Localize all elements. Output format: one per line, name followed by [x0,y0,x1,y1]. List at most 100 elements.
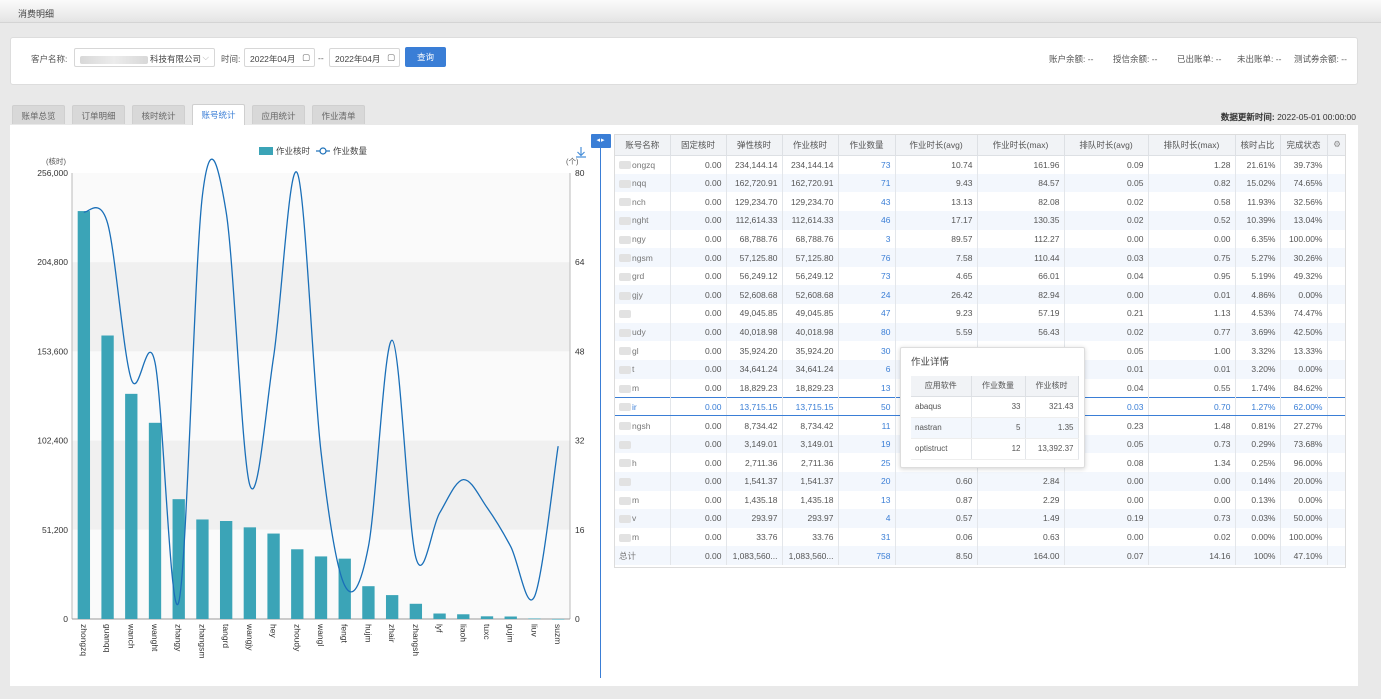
table-cell[interactable]: 43 [838,192,896,211]
table-cell[interactable]: 80 [838,322,896,342]
tooltip-row: nastran 5 1.35 [911,417,1079,439]
tab-job-list[interactable]: 作业清单 [312,105,365,124]
column-header[interactable]: 弹性核时 [726,135,783,156]
table-cell[interactable]: 13 [838,490,896,510]
bar-liuv [528,618,541,620]
column-header[interactable]: 账号名称 [615,135,671,156]
table-cell: 3.32% [1235,341,1281,361]
table-row[interactable]: v 0.00 293.97 293.97 4 0.57 1.49 0.19 0.73 0.03% 5… [615,509,1345,528]
column-header[interactable]: 作业核时 [782,135,839,156]
table-cell: 0.02 [1064,322,1149,342]
table-row[interactable]: 0.00 1,541.37 1,541.37 20 0.60 2.84 0.00 0.00 0.… [615,471,1345,491]
table-row[interactable]: nght 0.00 112,614.33 112,614.33 46 17.17 130.3… [615,210,1345,230]
redacted-text [619,477,631,486]
table-cell: 0.00 [670,378,727,398]
table-row[interactable]: grd 0.00 56,249.12 56,249.12 73 4.65 66.01 0.04… [615,266,1345,286]
column-header[interactable]: 作业数量 [838,135,896,156]
column-header[interactable]: 作业时长(max) [977,135,1065,156]
table-cell: 56.43 [977,322,1065,342]
table-cell: 35,924.20 [782,341,839,361]
column-header[interactable]: 排队时长(max) [1148,135,1236,156]
table-cell [615,304,671,323]
table-cell[interactable]: 25 [838,453,896,472]
column-header[interactable]: 固定核时 [670,135,727,156]
query-button[interactable]: 查询 [405,47,446,67]
table-cell: 161.96 [977,155,1065,174]
column-header[interactable]: 排队时长(avg) [1064,135,1149,156]
table-row[interactable]: nch 0.00 129,234.70 129,234.70 43 13.13 82.08 0… [615,192,1345,211]
x-tick-label: wangjy [245,623,255,651]
tab-bill-overview[interactable]: 账单总览 [12,105,65,124]
table-row[interactable]: m 0.00 33.76 33.76 31 0.06 0.63 0.00 0.02 0.00% 10… [615,527,1345,547]
tab-app-stats[interactable]: 应用统计 [252,105,305,124]
table-cell[interactable]: 31 [838,527,896,547]
table-cell: 0.00 [670,509,727,528]
table-cell[interactable]: 24 [838,285,896,305]
column-settings-icon[interactable]: ⚙ [1327,135,1345,156]
table-row[interactable]: gjy 0.00 52,608.68 52,608.68 24 26.42 82.94 0.0… [615,285,1345,305]
table-cell[interactable]: 13 [838,378,896,398]
bar-zhangsh [409,603,423,619]
table-cell: gjy [615,285,671,305]
bar-wangjy [243,527,257,619]
table-cell[interactable]: 50 [838,396,896,417]
table-row[interactable]: ngsm 0.00 57,125.80 57,125.80 76 7.58 110.44 0.… [615,248,1345,267]
table-cell[interactable]: 3 [838,229,896,249]
table-cell[interactable]: 4 [838,509,896,528]
table-cell[interactable]: 73 [838,266,896,286]
customer-select[interactable]: 科技有限公司 ⌵ [74,48,215,67]
start-date-input[interactable]: 2022年04月 ▢ [244,48,315,67]
table-cell[interactable]: 46 [838,210,896,230]
panel-divider[interactable] [600,145,601,678]
table-cell[interactable]: 73 [838,155,896,174]
table-cell: 10.74 [895,155,978,174]
table-cell: 0.00 [1064,471,1149,491]
table-cell: 0.00 [670,192,727,211]
table-row[interactable]: ongzq 0.00 234,144.14 234,144.14 73 10.74 161.… [615,155,1345,174]
table-cell[interactable]: 47 [838,304,896,323]
grid-band [72,173,570,263]
total-row[interactable]: 总计 0.00 1,083,560... 1,083,560... 758 8.50 164… [615,546,1345,566]
table-row[interactable]: udy 0.00 40,018.98 40,018.98 80 5.59 56.43 0.02… [615,322,1345,342]
table-row[interactable]: ngy 0.00 68,788.76 68,788.76 3 89.57 112.27 0.0… [615,229,1345,249]
column-header[interactable]: 作业时长(avg) [895,135,978,156]
table-cell: 2,711.36 [726,453,783,472]
x-tick-label: tangrd [221,624,231,648]
x-tick-label: fengt [340,624,350,644]
table-cell[interactable]: 11 [838,415,896,435]
collapse-toggle[interactable]: ◂▸ [591,134,611,148]
x-tick-label: zhoudy [292,624,302,652]
table-cell[interactable]: 30 [838,341,896,361]
table-row[interactable]: 0.00 49,045.85 49,045.85 47 9.23 57.19 0.21 1.1… [615,304,1345,323]
table-row[interactable]: m 0.00 1,435.18 1,435.18 13 0.87 2.29 0.00 0.00 0… [615,490,1345,510]
table-row[interactable]: nqq 0.00 162,720.91 162,720.91 71 9.43 84.57 0.… [615,173,1345,193]
x-tick-label: zhongzq [79,624,89,656]
table-cell[interactable]: 20 [838,471,896,491]
table-cell: h [615,453,671,472]
tooltip-title: 作业详情 [911,357,950,368]
table-cell[interactable]: 71 [838,173,896,193]
table-cell [1327,266,1345,286]
account-chart: 作业核时 作业数量 (核时) (个) 256,000 204,800 153,600 102,… [37,146,586,659]
legend-bar-label: 作业核时 [276,146,311,156]
table-cell: 56,249.12 [726,266,783,286]
tab-account-stats[interactable]: 账号统计 [192,104,245,125]
filter-panel: 客户名称: 科技有限公司 ⌵ 时间: 2022年04月 ▢ -- 2022年04月 ▢… [10,37,1358,85]
tab-order-detail[interactable]: 订单明细 [72,105,125,124]
table-cell: ir [615,396,671,417]
table-cell[interactable]: 19 [838,434,896,454]
table-cell[interactable]: 76 [838,248,896,267]
table-cell: 0.19 [1064,509,1149,528]
tab-core-hour-stats[interactable]: 核时统计 [132,105,185,124]
table-cell: 49,045.85 [726,304,783,323]
end-date-input[interactable]: 2022年04月 ▢ [329,48,400,67]
bar-tangrd [219,521,233,619]
bar-lyf [433,613,446,619]
table-cell: 0.29% [1235,434,1281,454]
table-cell[interactable]: 758 [838,546,896,566]
column-header[interactable]: 完成状态 [1280,135,1328,156]
table-cell[interactable]: 6 [838,360,896,379]
table-cell: 0.00 [670,360,727,379]
table-cell: 5.19% [1235,266,1281,286]
column-header[interactable]: 核时占比 [1235,135,1281,156]
